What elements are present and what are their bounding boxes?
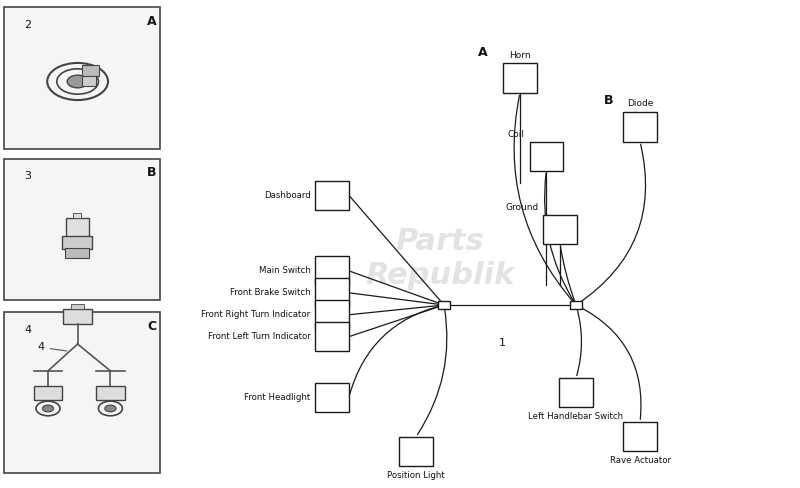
Text: A: A xyxy=(478,45,488,59)
Text: A: A xyxy=(147,15,157,28)
Text: 4: 4 xyxy=(25,325,31,334)
Text: Coil: Coil xyxy=(508,130,525,139)
Bar xyxy=(96,386,125,400)
Bar xyxy=(315,278,349,307)
Circle shape xyxy=(42,405,54,412)
Text: Dashboard: Dashboard xyxy=(264,191,310,200)
Text: Left Handlebar Switch: Left Handlebar Switch xyxy=(529,412,623,421)
Text: 2: 2 xyxy=(25,20,31,29)
Bar xyxy=(543,215,577,244)
Bar xyxy=(73,213,81,218)
Bar xyxy=(623,112,657,142)
Bar xyxy=(63,309,92,324)
Bar xyxy=(65,248,89,258)
Bar xyxy=(34,386,62,400)
Bar xyxy=(315,383,349,412)
Text: Position Light: Position Light xyxy=(387,471,445,480)
Bar xyxy=(82,76,96,86)
Bar xyxy=(4,159,160,300)
Bar xyxy=(570,301,582,309)
Text: Front Headlight: Front Headlight xyxy=(244,393,310,402)
Text: Diode: Diode xyxy=(627,100,653,108)
Bar xyxy=(4,7,160,149)
Text: Front Left Turn Indicator: Front Left Turn Indicator xyxy=(208,332,310,341)
Bar xyxy=(315,322,349,351)
Bar xyxy=(399,437,433,466)
Text: B: B xyxy=(147,166,157,179)
Text: Horn: Horn xyxy=(509,51,531,60)
Circle shape xyxy=(105,405,116,412)
Text: Front Brake Switch: Front Brake Switch xyxy=(230,288,310,297)
Bar xyxy=(62,236,92,249)
Bar xyxy=(66,218,89,237)
Text: 1: 1 xyxy=(499,338,506,347)
Text: Front Right Turn Indicator: Front Right Turn Indicator xyxy=(202,310,310,319)
Bar xyxy=(315,181,349,210)
Bar xyxy=(71,304,84,309)
Bar xyxy=(82,65,99,76)
Bar xyxy=(530,142,563,171)
Bar xyxy=(315,300,349,329)
Bar xyxy=(315,256,349,285)
Bar xyxy=(438,301,450,309)
Text: 4: 4 xyxy=(38,343,67,352)
Bar xyxy=(623,422,657,451)
Text: Main Switch: Main Switch xyxy=(258,266,310,275)
Circle shape xyxy=(67,75,88,88)
Text: C: C xyxy=(147,320,157,333)
Text: 3: 3 xyxy=(25,171,31,181)
Bar xyxy=(559,378,593,407)
Text: Parts
Republik: Parts Republik xyxy=(366,227,514,290)
Bar xyxy=(503,63,537,93)
Text: Rave Actuator: Rave Actuator xyxy=(610,456,670,465)
Bar xyxy=(4,312,160,473)
Text: B: B xyxy=(604,94,614,107)
Text: Ground: Ground xyxy=(505,203,538,212)
